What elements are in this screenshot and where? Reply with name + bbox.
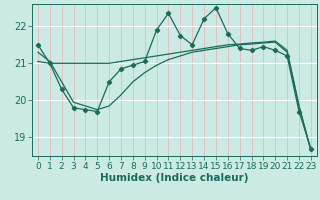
X-axis label: Humidex (Indice chaleur): Humidex (Indice chaleur) — [100, 173, 249, 183]
